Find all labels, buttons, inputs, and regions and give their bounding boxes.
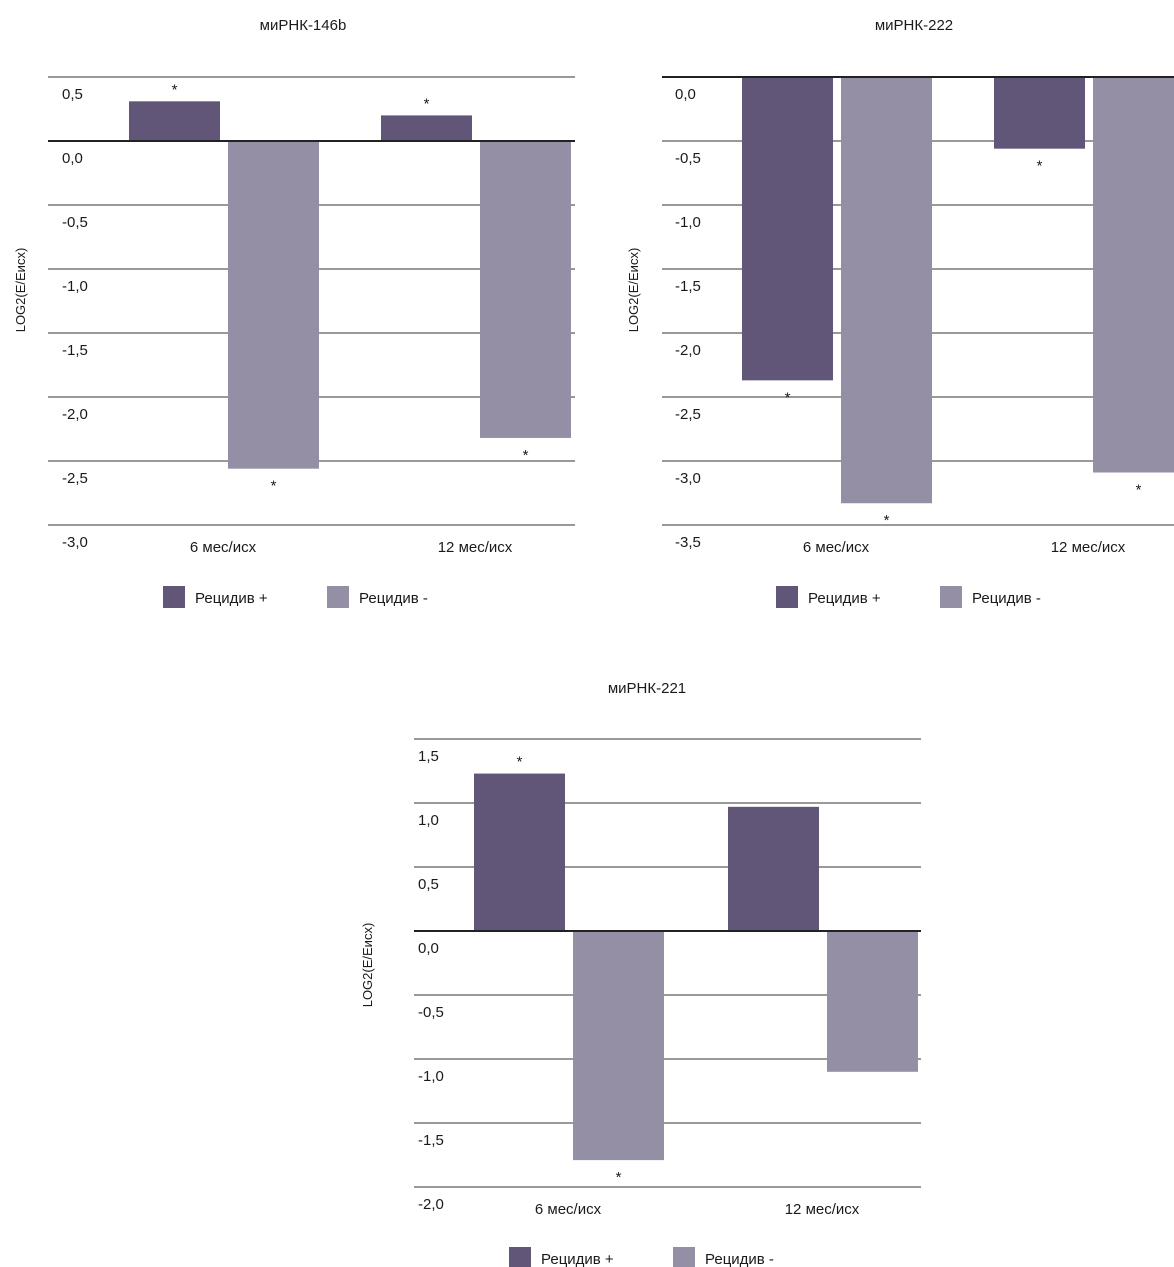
legend-label: Рецидив + <box>808 590 881 607</box>
y-tick-label: 0,5 <box>418 876 439 893</box>
chart-1: миРНК-146b 0,5 0,0 -0,5 -1,0 -1,5 -2,0 -2,5 -3,0… <box>13 17 575 608</box>
significance-mark: * <box>884 512 890 529</box>
bar-relapse-minus <box>827 931 918 1072</box>
y-axis-label: LOG2(E/Еисх) <box>13 248 28 333</box>
y-tick-label: 1,5 <box>418 748 439 765</box>
chart-2: миРНК-222 0,0 -0,5 -1,0 -1,5 -2,0 -2,5 -3,0 -3,5… <box>626 17 1174 608</box>
legend-swatch <box>776 586 798 608</box>
y-tick-label: -2,0 <box>418 1196 444 1213</box>
y-tick-label: -2,5 <box>675 406 701 423</box>
y-tick-label: -0,5 <box>418 1004 444 1021</box>
y-axis-label: LOG2(E/Еисх) <box>360 923 375 1008</box>
chart-title: миРНК-221 <box>608 680 686 697</box>
y-tick-label: 0,0 <box>62 150 83 167</box>
x-category-label: 12 мес/исх <box>1051 539 1126 556</box>
bar-relapse-plus <box>728 806 819 931</box>
x-category-label: 6 мес/исх <box>803 539 870 556</box>
legend-swatch <box>163 586 185 608</box>
significance-mark: * <box>424 95 430 112</box>
significance-mark: * <box>1037 158 1043 175</box>
bar-relapse-minus <box>1093 77 1174 473</box>
chart-3: миРНК-221 1,5 1,0 0,5 0,0 -0,5 -1,0 -1,5 -2,0 LOG… <box>360 680 921 1267</box>
bar-relapse-plus <box>381 115 472 141</box>
bar-relapse-plus <box>742 77 833 381</box>
y-tick-label: 0,0 <box>675 86 696 103</box>
bar-relapse-plus <box>474 773 565 931</box>
y-tick-label: 1,0 <box>418 812 439 829</box>
legend-swatch <box>673 1247 695 1267</box>
legend-label: Рецидив - <box>972 590 1041 607</box>
significance-mark: * <box>517 754 523 771</box>
significance-mark: * <box>616 1169 622 1186</box>
legend-swatch <box>327 586 349 608</box>
y-tick-label: -1,0 <box>675 214 701 231</box>
significance-mark: * <box>523 447 529 464</box>
legend-label: Рецидив - <box>359 590 428 607</box>
y-tick-label: -3,5 <box>675 534 701 551</box>
y-tick-label: -0,5 <box>675 150 701 167</box>
x-category-label: 6 мес/исх <box>190 539 257 556</box>
bar-relapse-minus <box>841 77 932 504</box>
y-tick-label: -0,5 <box>62 214 88 231</box>
x-category-label: 6 мес/исх <box>535 1201 602 1218</box>
y-tick-label: -3,0 <box>675 470 701 487</box>
bar-relapse-minus <box>480 141 571 438</box>
y-tick-label: 0,5 <box>62 86 83 103</box>
legend-label: Рецидив - <box>705 1251 774 1267</box>
significance-mark: * <box>1136 482 1142 499</box>
y-tick-label: -1,5 <box>675 278 701 295</box>
y-tick-label: -1,0 <box>62 278 88 295</box>
x-category-label: 12 мес/исх <box>785 1201 860 1218</box>
chart-title: миРНК-146b <box>260 17 347 34</box>
y-tick-label: 0,0 <box>418 940 439 957</box>
chart-title: миРНК-222 <box>875 17 953 34</box>
bar-relapse-plus <box>129 101 220 141</box>
bar-relapse-plus <box>994 77 1085 149</box>
y-tick-label: -2,0 <box>62 406 88 423</box>
legend-swatch <box>940 586 962 608</box>
y-tick-label: -2,5 <box>62 470 88 487</box>
y-tick-label: -1,5 <box>418 1132 444 1149</box>
significance-mark: * <box>172 81 178 98</box>
significance-mark: * <box>785 389 791 406</box>
bar-relapse-minus <box>573 931 664 1161</box>
legend-label: Рецидив + <box>541 1251 614 1267</box>
y-tick-label: -1,5 <box>62 342 88 359</box>
y-axis-label: LOG2(E/Еисх) <box>626 248 641 333</box>
y-tick-label: -3,0 <box>62 534 88 551</box>
bar-relapse-minus <box>228 141 319 469</box>
significance-mark: * <box>271 478 277 495</box>
x-category-label: 12 мес/исх <box>438 539 513 556</box>
y-tick-label: -2,0 <box>675 342 701 359</box>
legend-label: Рецидив + <box>195 590 268 607</box>
legend-swatch <box>509 1247 531 1267</box>
y-tick-label: -1,0 <box>418 1068 444 1085</box>
